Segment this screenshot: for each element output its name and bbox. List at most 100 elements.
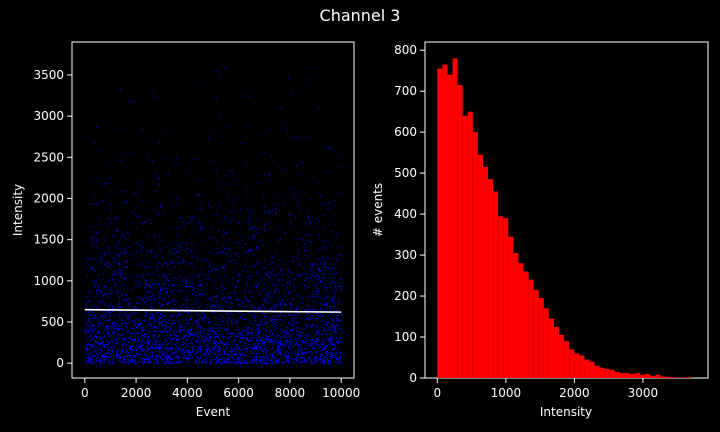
scatter-point (142, 326, 144, 328)
scatter-point (316, 332, 318, 334)
scatter-point (199, 333, 201, 335)
scatter-point (149, 285, 151, 287)
scatter-point (216, 354, 218, 356)
scatter-point (128, 347, 130, 349)
scatter-point (204, 258, 206, 260)
scatter-point (131, 345, 133, 347)
scatter-point (190, 342, 192, 344)
scatter-point (154, 236, 156, 238)
scatter-point (141, 339, 143, 341)
scatter-point (119, 356, 121, 358)
scatter-point (280, 229, 282, 231)
scatter-point (109, 315, 111, 317)
scatter-point (153, 337, 155, 339)
scatter-point (306, 277, 309, 279)
scatter-point (280, 324, 282, 326)
scatter-point (139, 356, 141, 358)
scatter-point (206, 345, 208, 347)
scatter-point (323, 342, 325, 344)
scatter-point (250, 291, 252, 293)
scatter-point (174, 344, 177, 346)
scatter-point (154, 348, 156, 350)
scatter-point (186, 331, 188, 333)
scatter-point (196, 337, 199, 339)
scatter-point (159, 251, 161, 253)
scatter-point (224, 287, 226, 289)
scatter-point (292, 333, 294, 336)
scatter-point (88, 311, 90, 313)
scatter-point (308, 356, 310, 358)
histogram-bar (457, 85, 463, 379)
scatter-point (124, 277, 126, 280)
scatter-point (295, 357, 297, 359)
scatter-point (335, 337, 337, 339)
scatter-point (86, 274, 89, 277)
scatter-point (239, 274, 241, 276)
scatter-point (151, 345, 153, 347)
scatter-point (340, 360, 342, 362)
scatter-point (214, 363, 217, 365)
scatter-point (330, 317, 332, 319)
scatter-point (157, 244, 159, 246)
scatter-point (262, 194, 264, 196)
scatter-point (233, 335, 235, 337)
scatter-point (156, 311, 158, 314)
scatter-point (246, 161, 248, 164)
scatter-point (107, 328, 109, 330)
scatter-point (118, 337, 120, 339)
scatter-point (264, 205, 266, 208)
scatter-point (98, 223, 100, 225)
scatter-point (173, 300, 175, 302)
scatter-point (251, 337, 253, 339)
scatter-point (324, 283, 326, 285)
scatter-point (321, 362, 323, 365)
scatter-point (329, 309, 331, 311)
scatter-point (252, 227, 254, 229)
histogram-bar (589, 361, 595, 378)
scatter-point (131, 340, 133, 342)
scatter-point (273, 321, 275, 323)
scatter-point (241, 358, 243, 360)
scatter-point (165, 327, 167, 329)
scatter-point (285, 339, 287, 342)
scatter-point (96, 290, 98, 292)
scatter-point (266, 274, 268, 276)
scatter-point (108, 325, 110, 327)
scatter-point (129, 355, 131, 357)
scatter-point (241, 142, 243, 144)
scatter-point (157, 317, 159, 319)
scatter-point (230, 362, 232, 364)
scatter-point (154, 207, 156, 209)
scatter-point (86, 323, 88, 326)
scatter-point (249, 361, 252, 363)
scatter-point (153, 334, 155, 336)
scatter-point (179, 327, 181, 329)
scatter-point (168, 355, 170, 357)
scatter-point (126, 314, 128, 316)
scatter-point (187, 357, 189, 359)
scatter-point (102, 299, 104, 301)
scatter-point (195, 352, 197, 354)
scatter-point (298, 205, 301, 207)
scatter-point (157, 343, 159, 345)
scatter-point (280, 344, 282, 346)
scatter-point (251, 350, 253, 352)
scatter-point (111, 346, 113, 348)
histogram-bar (655, 374, 661, 378)
scatter-point (286, 286, 288, 288)
scatter-point (272, 341, 274, 343)
scatter-point (158, 335, 160, 337)
scatter-point (97, 330, 99, 332)
scatter-point (201, 354, 203, 356)
scatter-point (151, 314, 153, 316)
scatter-point (95, 341, 97, 343)
scatter-point (107, 356, 109, 358)
scatter-point (137, 318, 139, 320)
scatter-point (331, 357, 333, 359)
histogram-bar (614, 371, 620, 378)
scatter-point (192, 348, 194, 350)
scatter-point (128, 247, 130, 249)
scatter-point (96, 292, 98, 294)
scatter-point (236, 298, 238, 300)
scatter-point (231, 323, 233, 325)
